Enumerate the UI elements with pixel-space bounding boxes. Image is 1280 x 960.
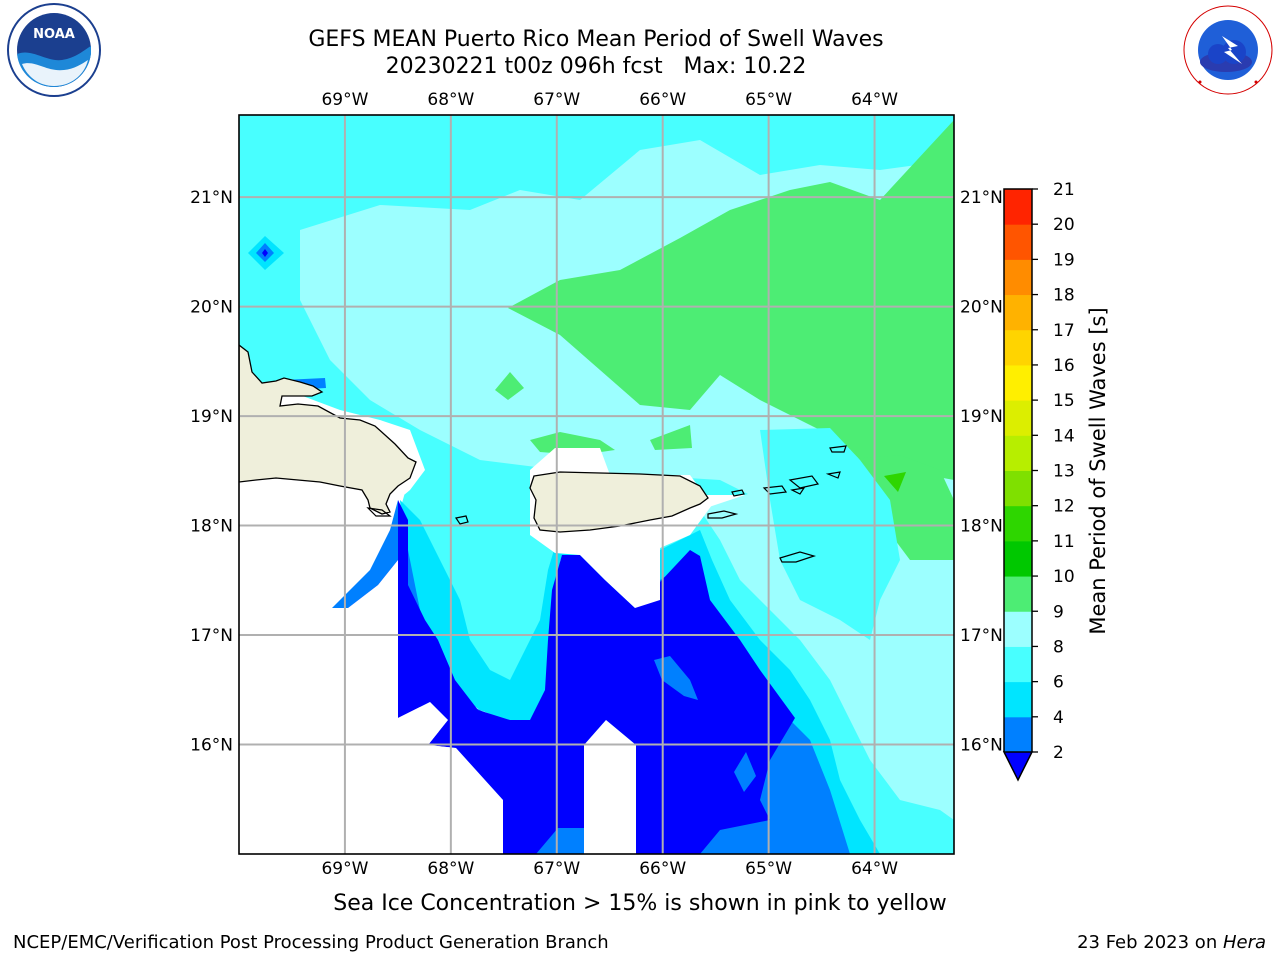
colorbar-tick-label: 6 <box>1053 673 1064 693</box>
colorbar-segment <box>1004 189 1032 225</box>
no-data-hole-2 <box>398 702 448 745</box>
colorbar-tick-label: 11 <box>1053 532 1075 552</box>
lat-label-right: 17°N <box>960 626 1003 646</box>
lon-label-bottom: 66°W <box>639 859 686 879</box>
credit-host: Hera <box>1222 932 1266 953</box>
island-st-croix <box>779 551 817 563</box>
colorbar-tick-label: 13 <box>1053 462 1075 482</box>
island-saona <box>366 507 392 517</box>
colorbar-label: Mean Period of Swell Waves [s] <box>1086 307 1110 634</box>
colorbar-segment <box>1004 364 1032 401</box>
colorbar-tick-label: 18 <box>1053 286 1075 306</box>
graticule <box>239 115 954 854</box>
colorbar-tick-label: 19 <box>1053 250 1075 270</box>
lat-label-left: 20°N <box>190 298 233 318</box>
nws-logo <box>1182 4 1274 96</box>
colorbar-segment <box>1004 294 1032 331</box>
colorbar-segment <box>1004 400 1032 436</box>
colorbar: 2 4 6 8 9 10 11 12 13 14 15 16 17 18 19 20 21 <box>1002 180 1075 782</box>
lat-label-left: 19°N <box>190 407 233 427</box>
colorbar-segment <box>1004 470 1032 507</box>
colorbar-segment <box>1004 576 1032 612</box>
contour-9-10-patch-3 <box>650 425 692 450</box>
contour-9-10-patch-1 <box>495 372 524 400</box>
land-hispaniola <box>239 344 417 515</box>
lon-label-bottom: 68°W <box>427 859 474 879</box>
map-frame <box>238 114 955 855</box>
colorbar-tick-label: 2 <box>1053 743 1064 763</box>
island-virgin-gorda <box>825 471 841 479</box>
lon-label-bottom: 65°W <box>745 859 792 879</box>
lat-label-right: 19°N <box>960 407 1003 427</box>
chart-subtitle: 20230221 t00z 096h fcst Max: 10.22 <box>385 54 807 79</box>
colorbar-tick-label: 12 <box>1053 497 1075 517</box>
noaa-logo-text: NOAA <box>33 27 75 42</box>
colorbar-tick-label: 14 <box>1053 426 1075 446</box>
colorbar-segment <box>1004 540 1032 577</box>
lat-label-right: 20°N <box>960 298 1003 318</box>
credit-organization: NCEP/EMC/Verification Post Processing Pr… <box>13 932 609 953</box>
lon-label-top: 69°W <box>321 90 368 110</box>
lon-label-top: 64°W <box>851 90 898 110</box>
lat-label-left: 17°N <box>190 626 233 646</box>
colorbar-tick-label: 8 <box>1053 637 1064 657</box>
colorbar-segment <box>1004 505 1032 542</box>
colorbar-tick-label: 17 <box>1053 321 1075 341</box>
colorbar-tick-label: 16 <box>1053 356 1075 376</box>
colorbar-segment <box>1004 716 1032 753</box>
lat-label-left: 21°N <box>190 188 233 208</box>
colorbar-segment <box>1004 329 1032 366</box>
lon-label-top: 68°W <box>427 90 474 110</box>
contour-9-10-northeast <box>508 120 954 520</box>
lat-label-right: 18°N <box>960 517 1003 537</box>
contour-6-8-virgin-islands <box>760 428 900 640</box>
lon-label-top: 66°W <box>639 90 686 110</box>
lon-label-top: 65°W <box>745 90 792 110</box>
chart-title: GEFS MEAN Puerto Rico Mean Period of Swe… <box>308 27 884 52</box>
lon-label-bottom: 67°W <box>533 859 580 879</box>
island-vieques <box>707 510 739 519</box>
colorbar-tick-label: 20 <box>1053 215 1075 235</box>
lat-label-right: 21°N <box>960 188 1003 208</box>
island-mona <box>455 515 469 525</box>
lat-label-left: 16°N <box>190 736 233 756</box>
colorbar-segment <box>1004 259 1032 296</box>
contour-10-11-cell <box>884 472 906 492</box>
colorbar-tick-label: 10 <box>1053 567 1075 587</box>
colorbar-tick-label: 4 <box>1053 708 1064 728</box>
island-culebra <box>731 489 745 497</box>
lon-label-top: 67°W <box>533 90 580 110</box>
contour-2-4-patch <box>654 656 698 700</box>
colorbar-tick-label: 21 <box>1053 180 1075 200</box>
colorbar-segment <box>1004 611 1032 647</box>
lat-label-right: 16°N <box>960 736 1003 756</box>
island-st-john <box>790 487 806 495</box>
lat-label-left: 18°N <box>190 517 233 537</box>
no-data-southwest <box>239 745 503 854</box>
colorbar-segment <box>1004 435 1032 471</box>
axis-labels: 69°W 69°W 68°W 68°W 67°W 67°W 66°W 66°W 65°W 65°W… <box>190 90 1003 879</box>
credit-date: 23 Feb 2023 on Hera <box>1077 932 1266 954</box>
colorbar-segment <box>1004 646 1032 683</box>
credit-date-text: 23 Feb 2023 on <box>1077 932 1223 953</box>
island-tortola <box>788 475 820 489</box>
colorbar-segment <box>1004 681 1032 718</box>
colorbar-tick-label: 15 <box>1053 391 1075 411</box>
lon-label-bottom: 64°W <box>851 859 898 879</box>
contour-2-4-patch-2 <box>734 752 756 792</box>
noaa-logo: NOAA <box>7 3 101 97</box>
contour-below-2-nw <box>262 249 268 257</box>
no-data-west <box>239 560 398 745</box>
island-anegada <box>829 445 847 453</box>
no-data-hole-1 <box>584 720 636 854</box>
colorbar-tick-label: 9 <box>1053 602 1064 622</box>
colorbar-segment <box>1004 224 1032 260</box>
sea-ice-caption: Sea Ice Concentration > 15% is shown in … <box>333 891 947 916</box>
swell-period-field <box>239 115 954 854</box>
lon-label-bottom: 69°W <box>321 859 368 879</box>
colorbar-extend-min <box>1002 751 1034 782</box>
